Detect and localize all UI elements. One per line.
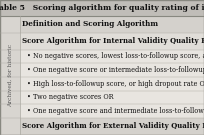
Bar xyxy=(0,16,20,135)
Bar xyxy=(0,0,204,16)
Text: Score Algorithm for Internal Validity Quality Rating: Score Algorithm for Internal Validity Qu… xyxy=(22,37,204,45)
Text: Definition and Scoring Algorithm: Definition and Scoring Algorithm xyxy=(22,20,159,28)
Text: Table 5   Scoring algorithm for quality rating of individ: Table 5 Scoring algorithm for quality ra… xyxy=(0,4,204,12)
Bar xyxy=(0,104,204,118)
Text: • One negative score or intermediate loss-to-followup: • One negative score or intermediate los… xyxy=(27,66,204,74)
Text: Score Algorithm for External Validity Quality Rating: Score Algorithm for External Validity Qu… xyxy=(22,122,204,130)
Bar xyxy=(0,33,204,50)
Text: • No negative scores, lowest loss-to-followup score, and lowes: • No negative scores, lowest loss-to-fol… xyxy=(27,53,204,60)
Text: Archived, for historic: Archived, for historic xyxy=(8,44,13,107)
Bar xyxy=(0,118,204,135)
Text: • Two negative scores OR: • Two negative scores OR xyxy=(27,93,113,101)
Bar xyxy=(0,50,204,63)
Text: • High loss-to-followup score, or high dropout rate OR: • High loss-to-followup score, or high d… xyxy=(27,80,204,88)
Bar xyxy=(0,63,204,77)
Bar xyxy=(0,16,204,33)
Bar xyxy=(0,91,204,104)
Bar xyxy=(0,77,204,91)
Text: • One negative score and intermediate loss-to-followup score: • One negative score and intermediate lo… xyxy=(27,107,204,115)
